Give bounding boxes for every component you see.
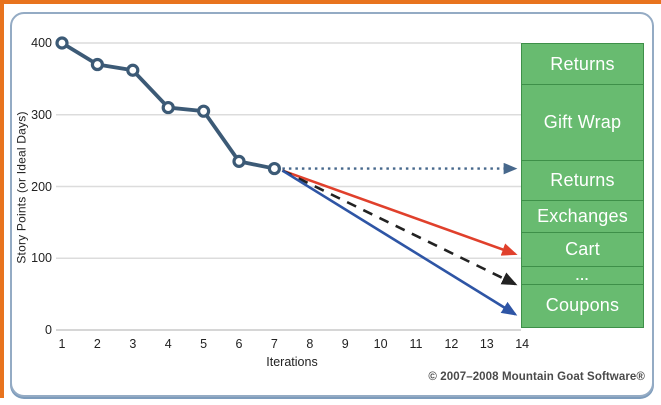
backlog-item-label: Exchanges xyxy=(537,206,628,227)
backlog-item: Exchanges xyxy=(521,200,644,234)
backlog-item-label: Cart xyxy=(565,239,600,260)
x-tick-label: 3 xyxy=(129,337,137,351)
data-point xyxy=(55,36,69,50)
data-point xyxy=(126,63,140,77)
y-tick-label: 300 xyxy=(31,107,52,122)
backlog-item: Cart xyxy=(521,231,644,268)
data-point xyxy=(267,161,281,176)
frame-border-left xyxy=(0,0,4,398)
data-point xyxy=(90,57,105,72)
x-tick-label: 1 xyxy=(58,337,66,351)
data-point xyxy=(232,154,246,168)
x-tick-label: 9 xyxy=(341,337,349,351)
velocity-low-arrow xyxy=(281,169,518,316)
x-tick-label: 7 xyxy=(270,337,278,351)
backlog-item: Returns xyxy=(521,159,644,202)
backlog-item-label: Returns xyxy=(550,170,615,191)
x-tick-label: 13 xyxy=(479,337,494,351)
backlog-item-label: Returns xyxy=(550,53,615,74)
backlog-item-label: Gift Wrap xyxy=(543,112,622,133)
y-tick-label: 200 xyxy=(31,179,52,194)
x-tick-label: 8 xyxy=(306,337,314,351)
frame-border-top xyxy=(0,0,661,4)
velocity-high-arrow xyxy=(281,169,518,256)
backlog-item-label: Coupons xyxy=(545,295,620,316)
x-tick-label: 12 xyxy=(444,337,459,351)
backlog-item: Returns xyxy=(521,43,644,86)
y-tick-label: 100 xyxy=(31,251,52,266)
x-tick-label: 11 xyxy=(409,337,423,351)
x-tick-label: 5 xyxy=(200,337,208,351)
data-point xyxy=(161,100,175,115)
y-tick-label: 400 xyxy=(31,36,52,50)
x-tick-label: 6 xyxy=(235,337,243,351)
y-tick-label: 0 xyxy=(45,323,52,337)
x-axis-title: Iterations xyxy=(266,355,318,369)
backlog-item: Gift Wrap xyxy=(521,83,644,162)
copyright-text: © 2007–2008 Mountain Goat Software® xyxy=(428,371,645,383)
x-tick-label: 14 xyxy=(515,337,530,351)
x-tick-label: 2 xyxy=(93,337,101,351)
x-tick-label: 4 xyxy=(164,337,172,351)
velocity-expected-arrow xyxy=(281,169,518,286)
backlog-item: ... xyxy=(521,266,644,286)
x-tick-label: 10 xyxy=(373,337,388,351)
data-point xyxy=(197,104,211,118)
backlog-item-label: ... xyxy=(575,268,590,284)
backlog-item: Coupons xyxy=(521,284,644,328)
